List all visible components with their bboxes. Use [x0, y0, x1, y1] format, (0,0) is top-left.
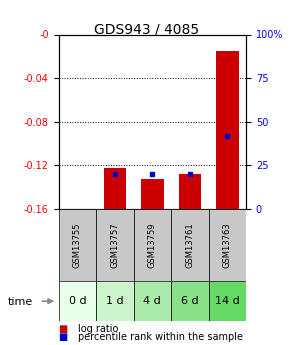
Bar	[179, 174, 201, 209]
Text: 4 d: 4 d	[144, 296, 161, 306]
Text: ■: ■	[59, 333, 71, 342]
Bar	[171, 281, 209, 321]
Bar	[171, 209, 209, 281]
Text: 0 d: 0 d	[69, 296, 86, 306]
Text: ■: ■	[59, 325, 71, 334]
Text: 14 d: 14 d	[215, 296, 240, 306]
Bar	[209, 281, 246, 321]
Bar	[134, 209, 171, 281]
Text: GSM13761: GSM13761	[185, 222, 194, 268]
Bar	[96, 281, 134, 321]
Bar	[96, 209, 134, 281]
Text: GDS943 / 4085: GDS943 / 4085	[94, 22, 199, 37]
Text: percentile rank within the sample: percentile rank within the sample	[78, 333, 243, 342]
Bar	[59, 281, 96, 321]
Bar	[216, 51, 239, 209]
Bar	[209, 209, 246, 281]
Bar	[104, 168, 126, 209]
Text: 6 d: 6 d	[181, 296, 199, 306]
Text: GSM13763: GSM13763	[223, 222, 232, 268]
Bar	[141, 179, 163, 209]
Text: log ratio: log ratio	[78, 325, 118, 334]
Text: GSM13757: GSM13757	[110, 222, 119, 268]
Text: GSM13755: GSM13755	[73, 222, 82, 268]
Bar	[134, 281, 171, 321]
Text: GSM13759: GSM13759	[148, 222, 157, 268]
Text: time: time	[7, 297, 33, 307]
Bar	[59, 209, 96, 281]
Text: 1 d: 1 d	[106, 296, 124, 306]
